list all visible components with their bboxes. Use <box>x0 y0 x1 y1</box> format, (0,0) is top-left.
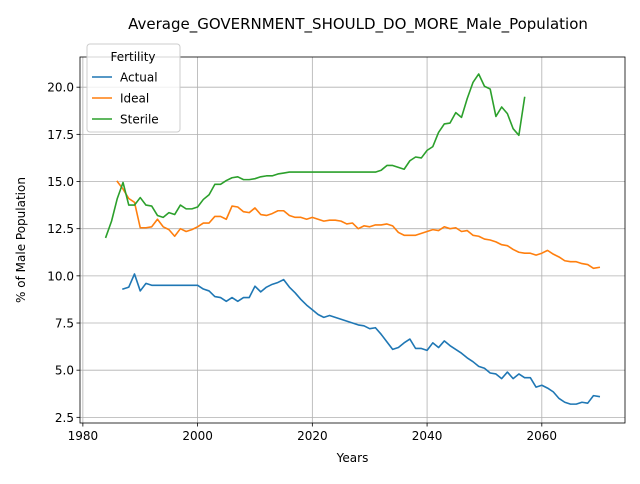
legend-label-actual: Actual <box>120 71 158 85</box>
series-lines <box>104 73 601 405</box>
chart-title: Average_GOVERNMENT_SHOULD_DO_MORE_Male_P… <box>128 15 588 34</box>
y-axis-label: % of Male Population <box>14 177 28 303</box>
y-tick-label: 5.0 <box>55 364 74 378</box>
y-axis: 2.5 5.0 7.5 10.0 12.5 15.0 17.5 20.0 <box>47 81 80 425</box>
x-axis-label: Years <box>336 451 369 465</box>
gridlines <box>80 57 625 423</box>
x-tick-label: 1980 <box>68 429 99 443</box>
legend-box <box>86 43 181 133</box>
y-tick-label: 15.0 <box>47 175 74 189</box>
y-tick-label: 2.5 <box>55 411 74 425</box>
y-tick-label: 20.0 <box>47 81 74 95</box>
x-tick-label: 2020 <box>297 429 328 443</box>
series-line-sterile <box>104 73 526 239</box>
x-tick-label: 2040 <box>412 429 443 443</box>
x-axis: 1980 2000 2020 2040 2060 <box>68 423 557 443</box>
legend-label-sterile: Sterile <box>120 113 159 127</box>
y-tick-label: 10.0 <box>47 269 74 283</box>
y-tick-label: 12.5 <box>47 222 74 236</box>
legend-label-ideal: Ideal <box>120 92 149 106</box>
y-tick-label: 7.5 <box>55 317 74 331</box>
x-tick-label: 2000 <box>182 429 213 443</box>
y-tick-label: 17.5 <box>47 128 74 142</box>
x-tick-label: 2060 <box>527 429 558 443</box>
plot-area <box>79 56 626 424</box>
series-line-actual <box>122 273 601 405</box>
series-line-ideal <box>116 180 601 270</box>
legend-title: Fertility <box>110 50 155 64</box>
legend: Fertility Actual Ideal Sterile <box>86 43 181 133</box>
